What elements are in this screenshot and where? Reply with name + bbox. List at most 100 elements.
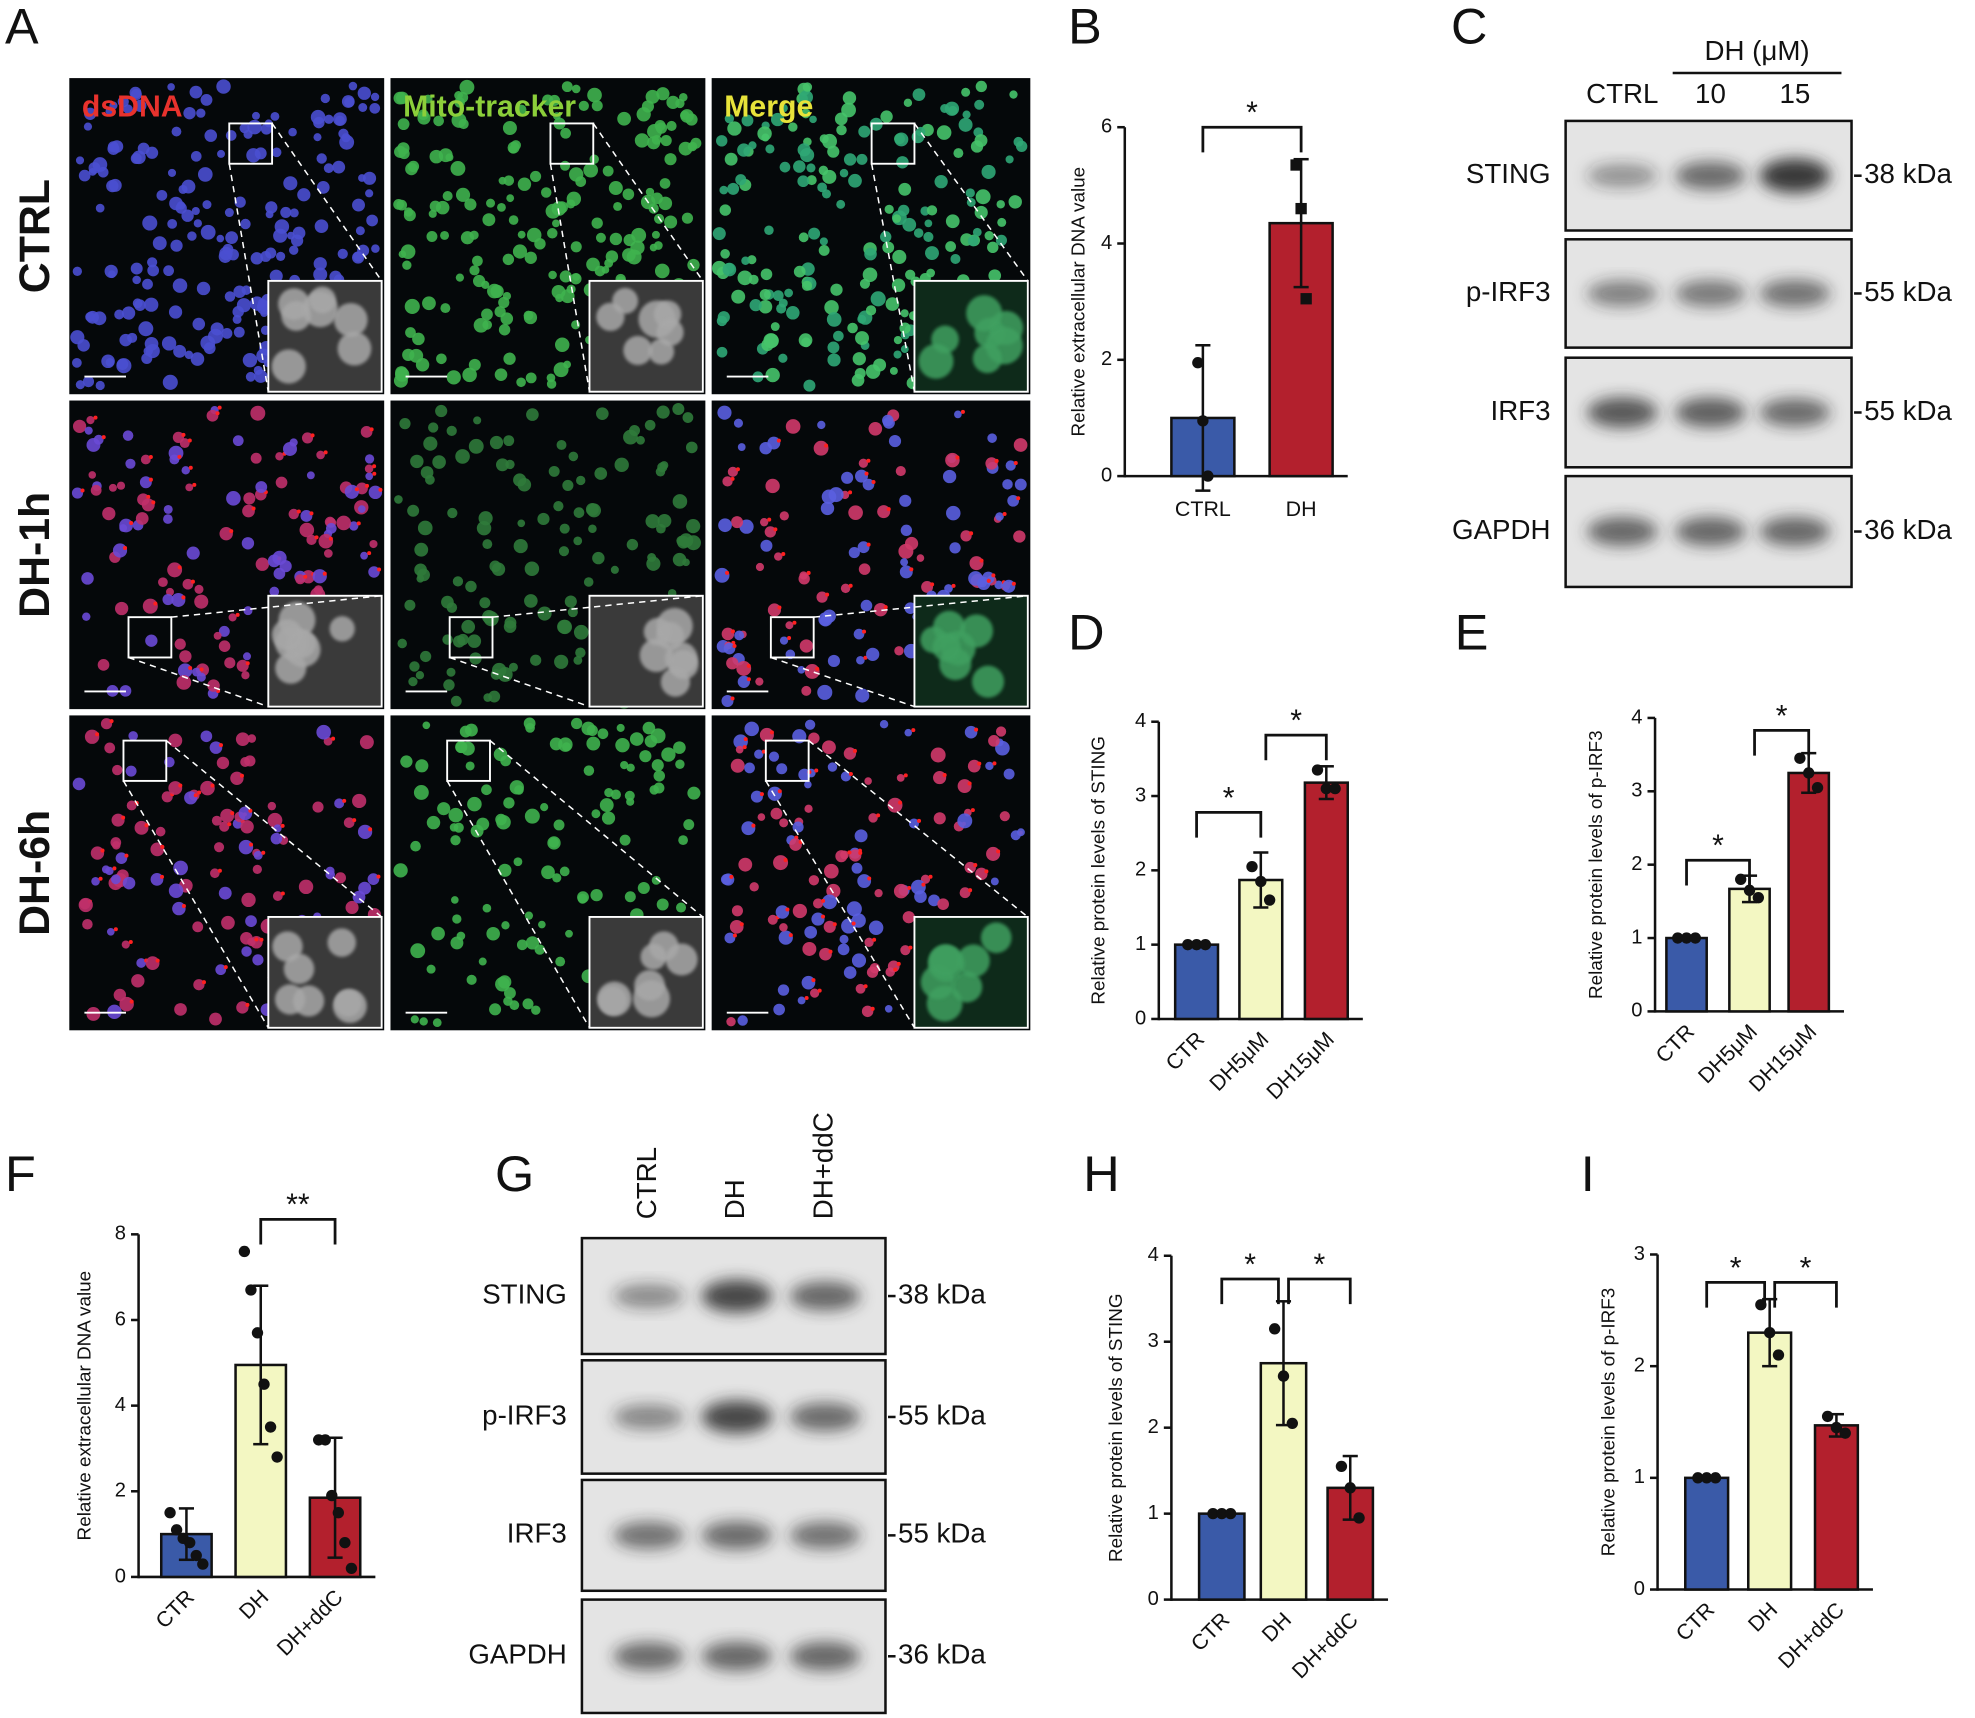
cell — [209, 1012, 222, 1026]
cell — [512, 244, 528, 259]
data-point — [251, 1327, 264, 1339]
dsdna-speck — [852, 748, 857, 753]
cell — [254, 369, 268, 383]
micrograph — [69, 715, 385, 1031]
cell — [944, 584, 953, 593]
dsdna-speck — [177, 454, 182, 459]
inset-cell — [951, 971, 983, 1003]
data-point — [271, 1451, 283, 1463]
lane-label: DH+ddC — [807, 1112, 838, 1219]
cell — [765, 144, 775, 154]
dsdna-speck — [124, 853, 129, 858]
data-point — [1197, 415, 1209, 427]
cell — [908, 818, 919, 829]
dsdna-speck — [95, 732, 100, 737]
cell — [779, 818, 789, 828]
cell — [324, 114, 334, 124]
band — [701, 1641, 773, 1671]
cell — [827, 654, 841, 668]
cell — [140, 454, 151, 465]
cell — [495, 813, 507, 826]
cell — [573, 624, 589, 640]
cell — [306, 534, 317, 545]
cell — [525, 723, 535, 733]
cell — [827, 145, 840, 158]
dsdna-speck — [372, 471, 377, 476]
cell — [779, 511, 789, 521]
dsdna-speck — [215, 411, 220, 416]
dsdna-speck — [239, 773, 244, 778]
cell — [755, 677, 764, 686]
cell — [712, 227, 726, 241]
cell — [851, 862, 863, 874]
cell — [241, 892, 256, 908]
cell — [442, 190, 453, 202]
data-point — [1311, 764, 1324, 776]
cell — [921, 581, 934, 593]
cell — [586, 736, 601, 751]
dsdna-speck — [80, 488, 85, 493]
zoom-line — [271, 123, 383, 282]
data-point — [1329, 782, 1341, 795]
cell — [337, 248, 348, 259]
cell — [690, 137, 702, 149]
cell — [108, 483, 117, 492]
cell — [132, 275, 141, 285]
cell — [566, 199, 576, 209]
cell — [682, 558, 690, 567]
dsdna-speck — [862, 629, 867, 634]
cell — [591, 100, 603, 112]
cell — [313, 257, 327, 271]
cell — [816, 591, 828, 603]
cell — [750, 790, 763, 803]
cell — [402, 260, 412, 270]
cell — [645, 89, 660, 104]
cell — [202, 200, 212, 210]
cell — [503, 797, 515, 809]
cell — [513, 538, 528, 554]
inset-cell — [309, 286, 336, 314]
dsdna-speck — [235, 612, 240, 617]
cell — [162, 374, 178, 390]
protein-label: p-IRF3 — [1466, 276, 1551, 307]
dsdna-speck — [732, 933, 737, 938]
cell — [900, 558, 909, 567]
cell — [224, 208, 234, 218]
cell — [72, 777, 86, 791]
cell — [560, 160, 571, 171]
band — [613, 1642, 684, 1671]
dsdna-speck — [732, 644, 737, 649]
cell — [325, 866, 335, 876]
cell — [777, 984, 790, 996]
dsdna-speck — [788, 933, 793, 938]
cell — [724, 932, 736, 944]
cell — [516, 104, 527, 115]
dsdna-speck — [181, 904, 186, 909]
cell — [967, 235, 979, 247]
cell — [760, 268, 773, 281]
cell — [230, 771, 244, 785]
cell — [722, 262, 737, 277]
band — [1587, 397, 1658, 428]
cell — [809, 115, 817, 124]
cell — [189, 85, 203, 99]
bar — [1197, 1512, 1246, 1601]
cell — [541, 865, 555, 880]
cell — [513, 473, 527, 487]
cell — [423, 94, 433, 104]
zoom-box — [446, 739, 491, 782]
dsdna-speck — [769, 730, 774, 735]
dsdna-speck — [245, 1002, 250, 1007]
cell — [447, 507, 458, 519]
cell — [903, 98, 913, 108]
cell — [267, 812, 283, 828]
data-point — [1839, 1427, 1851, 1439]
band — [1675, 516, 1746, 547]
cell — [880, 110, 893, 123]
dsdna-speck — [217, 868, 222, 873]
cell — [478, 957, 487, 966]
bar — [1813, 1424, 1860, 1591]
protein-label: GAPDH — [1452, 514, 1550, 545]
cell — [930, 747, 946, 763]
cell — [167, 562, 183, 578]
